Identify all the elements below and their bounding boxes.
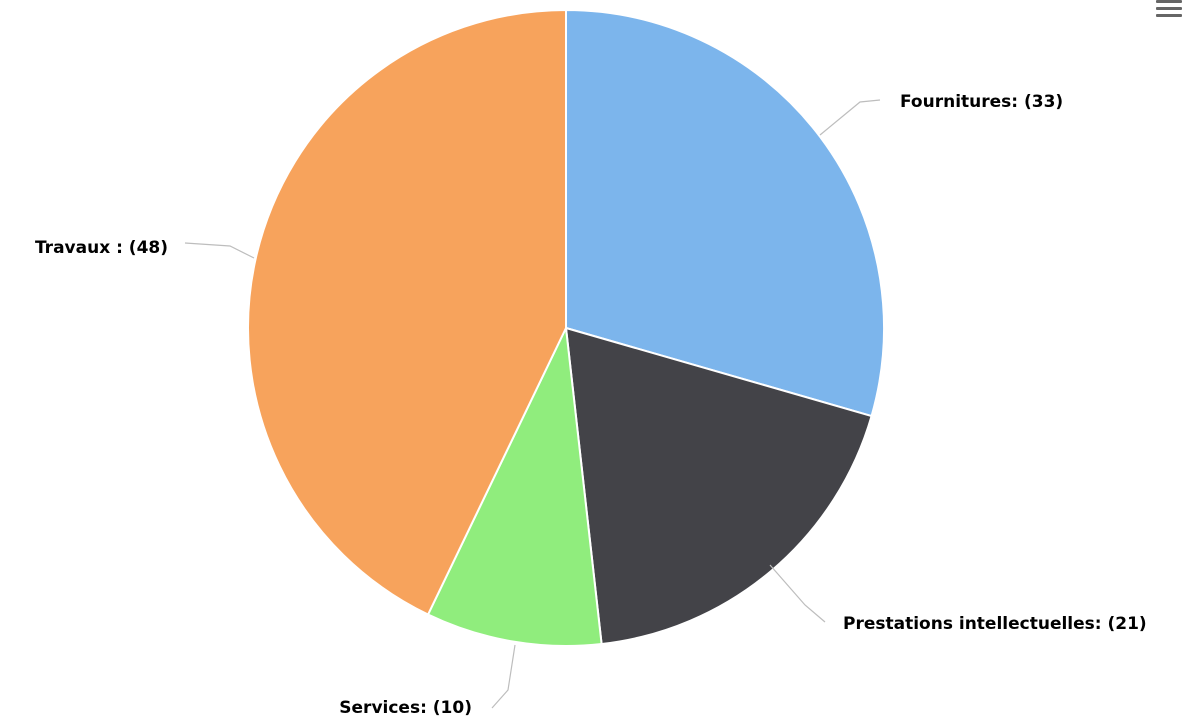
label-connector [491,644,516,709]
data-label-travaux: Travaux : (48) [35,238,168,258]
label-connector [184,242,255,259]
pie-slice-travaux[interactable] [247,8,567,616]
hamburger-menu-icon[interactable] [1154,0,1184,20]
pie-slice-prestations-intellectuelles[interactable] [564,326,873,646]
data-label-services: Services: (10) [339,698,472,718]
label-connector [769,564,826,623]
pie-slice-services[interactable] [426,324,603,647]
data-label-prestations-intellectuelles: Prestations intellectuelles: (21) [843,614,1147,634]
data-label-fournitures: Fournitures: (33) [900,92,1063,112]
pie-slice-fournitures[interactable] [565,8,885,418]
label-connector [819,99,881,136]
